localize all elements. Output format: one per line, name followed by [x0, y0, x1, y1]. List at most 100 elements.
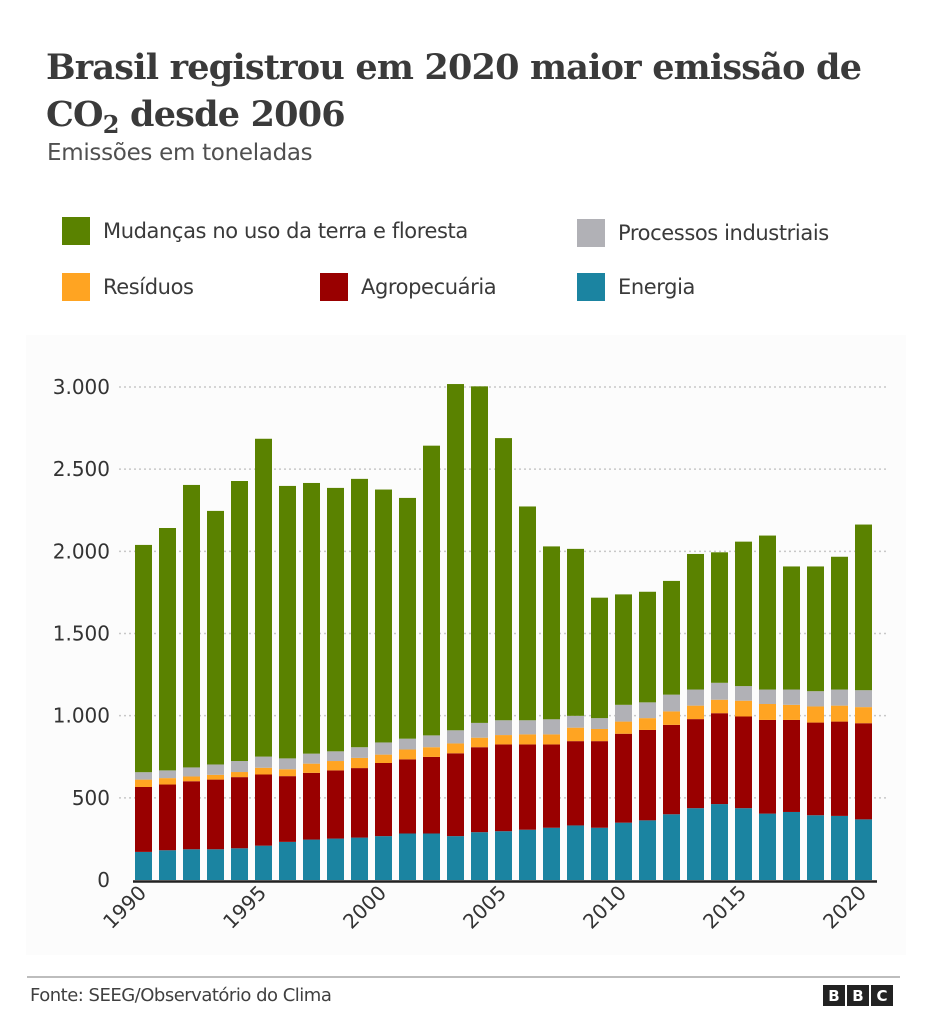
bar-segment	[783, 811, 800, 880]
y-tick-label: 0	[97, 868, 110, 892]
bar-segment	[351, 747, 368, 758]
bar-segment	[447, 730, 464, 744]
bar-stack-2007	[543, 546, 560, 880]
bar-segment	[615, 822, 632, 880]
bar-segment	[687, 719, 704, 809]
bar-segment	[783, 566, 800, 690]
bar-segment	[495, 744, 512, 832]
bar-segment	[399, 833, 416, 880]
bar-segment	[327, 770, 344, 839]
bar-segment	[543, 827, 560, 880]
bar-segment	[711, 552, 728, 683]
bar-segment	[159, 770, 176, 779]
bar-segment	[231, 772, 248, 778]
legend-label-waste: Resíduos	[103, 275, 194, 299]
bar-segment	[687, 553, 704, 690]
bar-stack-1994	[231, 480, 248, 880]
bar-segment	[567, 741, 584, 826]
bar-segment	[279, 841, 296, 880]
bar-segment	[159, 778, 176, 785]
bar-segment	[663, 711, 680, 725]
bar-segment	[159, 784, 176, 851]
bar-segment	[543, 719, 560, 735]
bar-segment	[399, 749, 416, 760]
chart-title: Brasil registrou em 2020 maior emissão d…	[46, 44, 906, 138]
legend-item-land-use: Mudanças no uso da terra e floresta	[62, 216, 468, 246]
legend-label-land-use: Mudanças no uso da terra e floresta	[103, 219, 468, 243]
bar-segment	[423, 735, 440, 748]
bar-segment	[639, 591, 656, 703]
bar-segment	[183, 776, 200, 782]
legend-swatch-agriculture	[320, 273, 348, 301]
bar-segment	[663, 814, 680, 880]
bar-segment	[639, 702, 656, 719]
bar-segment	[447, 743, 464, 754]
bar-segment	[543, 546, 560, 720]
legend-item-agriculture: Agropecuária	[320, 272, 497, 302]
bar-segment	[447, 836, 464, 880]
y-tick-label: 500	[72, 786, 110, 810]
bar-segment	[471, 722, 488, 738]
bar-segment	[231, 480, 248, 762]
bar-segment	[447, 753, 464, 837]
bar-segment	[807, 706, 824, 723]
bar-stack-2013	[687, 553, 704, 880]
bar-segment	[567, 825, 584, 880]
bar-segment	[303, 753, 320, 764]
bar-segment	[375, 754, 392, 763]
title-subscript: 2	[102, 110, 120, 139]
bar-segment	[759, 703, 776, 720]
bar-stack-2017	[783, 566, 800, 880]
bar-segment	[591, 728, 608, 742]
bar-segment	[807, 691, 824, 707]
bar-segment	[615, 594, 632, 705]
bar-segment	[759, 535, 776, 690]
bar-stack-2005	[495, 438, 512, 880]
bar-segment	[471, 747, 488, 833]
bar-segment	[807, 815, 824, 880]
bar-segment	[663, 724, 680, 815]
bar-segment	[567, 715, 584, 728]
bar-segment	[231, 848, 248, 880]
bar-segment	[207, 779, 224, 850]
y-tick-label: 1.000	[53, 704, 110, 728]
legend-label-agriculture: Agropecuária	[361, 275, 497, 299]
bar-segment	[279, 776, 296, 842]
bar-segment	[639, 820, 656, 880]
title-end: desde 2006	[118, 94, 346, 135]
bar-segment	[423, 445, 440, 736]
bar-segment	[255, 845, 272, 880]
bar-segment	[687, 705, 704, 720]
bar-segment	[687, 689, 704, 706]
bar-segment	[567, 727, 584, 742]
y-tick-label: 2.000	[53, 539, 110, 563]
bar-stack-1995	[255, 438, 272, 880]
bar-stack-1992	[183, 484, 200, 880]
footer-divider	[27, 976, 900, 978]
bar-stack-1991	[159, 527, 176, 880]
bar-segment	[159, 850, 176, 880]
bar-segment	[207, 510, 224, 765]
bar-segment	[423, 833, 440, 880]
bar-stack-2009	[591, 597, 608, 880]
bar-segment	[663, 694, 680, 712]
bar-segment	[399, 738, 416, 750]
legend-label-industrial: Processos industriais	[618, 221, 829, 245]
bar-segment	[831, 689, 848, 706]
bar-segment	[255, 774, 272, 846]
y-tick-label: 2.500	[53, 457, 110, 481]
bar-segment	[759, 813, 776, 880]
bar-segment	[183, 767, 200, 777]
bar-segment	[327, 751, 344, 762]
bar-segment	[543, 744, 560, 828]
bar-segment	[855, 723, 872, 820]
bar-segment	[519, 829, 536, 880]
bar-segment	[255, 767, 272, 775]
bar-segment	[375, 742, 392, 755]
bar-segment	[855, 524, 872, 691]
bar-stack-2011	[639, 591, 656, 880]
bar-stack-1990	[135, 544, 152, 880]
bar-segment	[207, 849, 224, 880]
legend-swatch-energy	[577, 273, 605, 301]
bbc-logo-letter: B	[823, 985, 845, 1006]
